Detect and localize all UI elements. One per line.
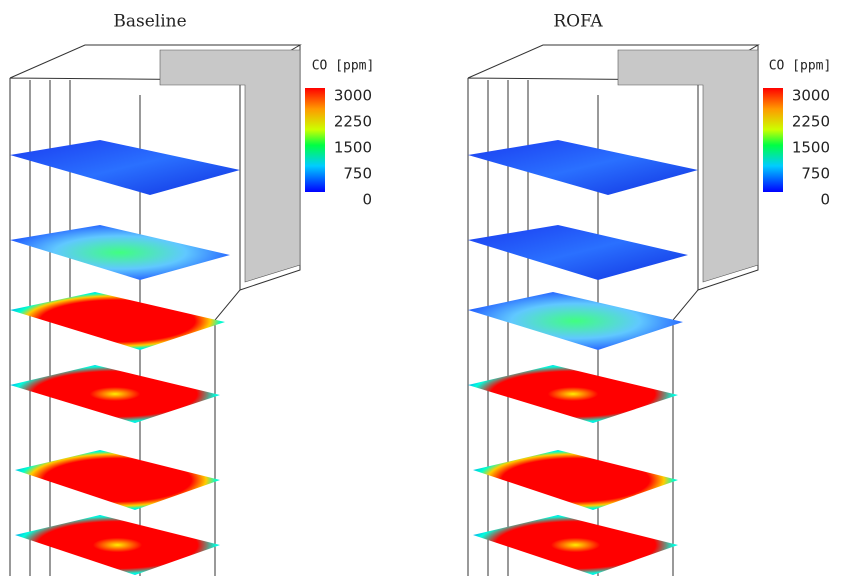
plane [473,450,678,510]
colorbar-ticks: 3000 2250 1500 750 0 [792,87,830,209]
colorbar-tick-label: 3000 [792,87,830,105]
colorbar-label: CO [ppm] [769,59,832,74]
plane [10,292,225,350]
plane [10,140,240,195]
colorbar-tick-label: 2250 [792,113,830,131]
colorbar-label: CO [ppm] [312,59,375,74]
plane [10,225,230,280]
plane [15,515,220,575]
plane [468,225,688,280]
panel-title: ROFA [553,12,603,32]
panel-rofa: ROFA CO [ppm] 3000 2250 1500 750 0 [468,12,831,576]
plane [468,365,678,423]
colorbar-tick-label: 750 [343,165,372,183]
panel-title: Baseline [113,12,186,32]
figure: Baseline CO [ppm] 3000 2250 1500 750 0 ROFA … [0,0,843,576]
plane [15,450,220,510]
plane [468,140,698,195]
panel-baseline: Baseline CO [ppm] 3000 2250 1500 750 0 [10,12,374,576]
plane [473,515,678,575]
colorbar-tick-label: 0 [362,191,372,209]
plane [10,365,220,423]
colorbar-tick-label: 750 [801,165,830,183]
colorbar-tick-label: 2250 [334,113,372,131]
colorbar-tick-label: 1500 [334,139,372,157]
colorbar-tick-label: 1500 [792,139,830,157]
colorbar-tick-label: 0 [820,191,830,209]
plane [468,292,683,350]
colorbar-tick-label: 3000 [334,87,372,105]
colorbar [305,88,325,192]
colorbar [763,88,783,192]
colorbar-ticks: 3000 2250 1500 750 0 [334,87,372,209]
